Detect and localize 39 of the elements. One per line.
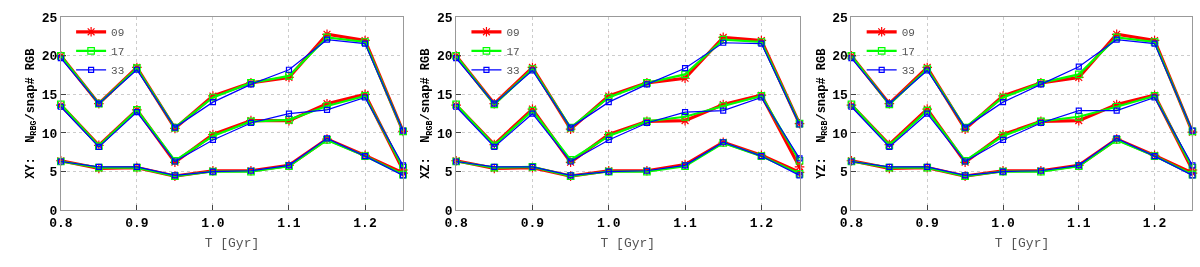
x-tick-label: 0.9 [125,215,149,231]
x-tick-label: 1.2 [1142,215,1167,231]
y-tick-label: 10 [832,126,849,142]
x-tick-label: 1.2 [353,215,377,231]
y-tick-label: 25 [832,10,849,26]
y-tick-label: 5 [49,165,58,181]
y-tick-label: 15 [832,87,849,103]
y-tick-label: 15 [436,87,453,103]
y-tick-label: 5 [444,165,453,181]
y-tick-label: 15 [41,87,58,103]
x-tick-label: 1.0 [201,215,225,231]
y-tick-label: 10 [41,126,58,142]
x-tick-label: 1.1 [673,215,697,231]
legend-label: 33 [111,65,125,78]
x-tick-label: 1.0 [597,215,621,231]
x-tick-label: 1.1 [1067,215,1091,231]
legend-label: 09 [901,27,915,40]
x-tick-label: 1.2 [749,215,774,231]
legend-label: 09 [111,27,125,40]
legend-label: 17 [901,46,915,59]
y-tick-label: 10 [436,126,453,142]
x-axis-title: T [Gyr] [994,236,1050,252]
y-tick-label: 5 [840,165,849,181]
y-tick-label: 25 [41,10,58,26]
y-tick-label: 20 [436,49,453,65]
y-tick-label: 20 [41,49,58,65]
legend-label: 17 [506,46,520,59]
y-tick-label: 20 [832,49,849,65]
legend-label: 09 [506,27,520,40]
legend-label: 33 [901,65,915,78]
legend-label: 33 [506,65,520,78]
y-tick-label: 25 [436,10,453,26]
x-tick-label: 1.0 [991,215,1015,231]
x-tick-label: 0.9 [915,215,940,231]
x-axis-title: T [Gyr] [204,236,260,252]
x-axis-title: T [Gyr] [600,236,656,252]
x-tick-label: 1.1 [277,215,301,231]
x-tick-label: 0.9 [520,215,545,231]
legend-label: 17 [111,46,125,59]
